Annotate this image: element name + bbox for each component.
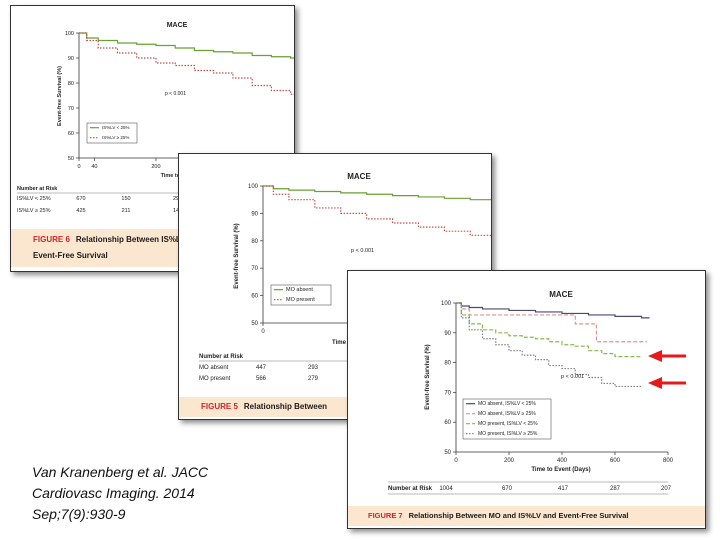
- y-axis-label: Event-free Survival (%): [57, 66, 63, 126]
- x-tick-label: 600: [610, 458, 621, 464]
- risk-table-value: 417: [558, 486, 569, 492]
- risk-table-row-label: MO absent: [199, 365, 229, 371]
- risk-table-value: 670: [502, 486, 513, 492]
- risk-table-value: 207: [661, 486, 672, 492]
- p-value-label: p < 0.001: [561, 374, 584, 380]
- risk-table-value: 150: [121, 196, 130, 202]
- y-tick-label: 90: [251, 211, 258, 217]
- figure-7-chart: MACE 100 90 80 70 60 500 200 400 600 800 Event-free…: [388, 290, 674, 495]
- chart-title: MACE: [549, 290, 573, 299]
- y-axis-label: Event-free Survival (%): [234, 223, 240, 288]
- risk-table-value: 29: [173, 196, 179, 202]
- x-axis-label: Time to Event (Days): [531, 467, 590, 473]
- citation-line-1: Van Kranenberg et al. JACC: [32, 464, 209, 480]
- series-line-1: [263, 185, 491, 201]
- legend-entry: IS%LV < 25%: [102, 125, 130, 130]
- figure-7-panel: MACE 100 90 80 70 60 50 0 200 400 600 800 Event-free…: [347, 270, 706, 529]
- figure-6-caption: FIGURE 6 Relationship Between IS%LV and: [33, 235, 202, 244]
- risk-table-row-label: IS%LV < 25%: [17, 196, 51, 202]
- legend-entry: MO absent, IS%LV ≥ 25%: [478, 411, 536, 417]
- risk-table-value: 1004: [439, 486, 453, 492]
- legend-entry: MO present, IS%LV ≥ 25%: [478, 431, 538, 437]
- series-line-2: [79, 32, 294, 95]
- risk-table-value: 279: [308, 376, 319, 382]
- risk-table-value: 211: [122, 208, 131, 214]
- y-tick-label: 100: [65, 31, 74, 37]
- chart-title: MACE: [167, 22, 188, 29]
- y-tick-label: 50: [68, 156, 74, 162]
- risk-table-value: 293: [308, 365, 319, 371]
- risk-table-row-label: IS%LV ≥ 25%: [17, 208, 51, 214]
- chart-title: MACE: [347, 172, 371, 181]
- series-line-2: [456, 302, 647, 343]
- figure-6-caption-text: Relationship Between IS%LV and: [75, 235, 202, 244]
- y-tick-label: 60: [444, 420, 451, 426]
- series-line-4: [456, 302, 642, 388]
- x-tick-label: 0: [261, 329, 265, 335]
- series-line-2: [263, 185, 491, 236]
- y-tick-label: 80: [251, 239, 258, 245]
- y-tick-label: 80: [444, 361, 451, 367]
- risk-table-value: 14: [173, 208, 179, 214]
- citation-line-3: Sep;7(9):930-9: [32, 506, 126, 522]
- y-tick-label: 50: [251, 321, 258, 327]
- x-tick-label: 200: [504, 458, 515, 464]
- risk-table-row-label: MO present: [199, 376, 231, 382]
- figure-7-caption-bar: [348, 506, 705, 526]
- y-tick-label: 90: [444, 331, 451, 337]
- x-tick-label: 200: [151, 164, 160, 170]
- x-tick-label: 800: [663, 458, 674, 464]
- x-tick-label: 40: [91, 164, 97, 170]
- p-value-label: p < 0.001: [165, 91, 186, 97]
- y-tick-label: 100: [248, 184, 259, 190]
- x-axis-label: Time: [332, 340, 347, 346]
- citation-line-2: Cardiovasc Imaging. 2014: [32, 485, 195, 501]
- x-tick-label: 0: [454, 458, 458, 464]
- risk-table-header: Number at Risk: [388, 486, 433, 492]
- risk-table-value: 566: [256, 376, 267, 382]
- y-tick-label: 100: [441, 301, 452, 307]
- legend-entry: MO absent: [286, 287, 313, 293]
- y-tick-label: 80: [68, 81, 74, 87]
- citation: Van Kranenberg et al. JACC Cardiovasc Im…: [32, 462, 208, 525]
- figure-7-caption-text: Relationship Between MO and IS%LV and Ev…: [408, 511, 629, 520]
- y-tick-label: 70: [444, 390, 451, 396]
- risk-table-value: 287: [610, 486, 621, 492]
- legend-entry: MO absent, IS%LV < 25%: [478, 401, 536, 407]
- series-line-1: [79, 32, 294, 59]
- risk-table-header: Number at Risk: [199, 354, 244, 360]
- legend-entry: MO present, IS%LV < 25%: [478, 421, 538, 427]
- figure-5-caption-text: Relationship Between: [243, 402, 328, 411]
- legend-entry: MO present: [286, 297, 315, 303]
- series-line-3: [456, 302, 642, 358]
- risk-table-value: 670: [76, 196, 85, 202]
- x-axis-label: Time to Eve: [161, 173, 192, 179]
- risk-table-header: Number at Risk: [17, 186, 58, 192]
- legend-entry: IS%LV ≥ 25%: [102, 135, 129, 140]
- y-tick-label: 70: [68, 106, 74, 112]
- figure-5-label: FIGURE 5: [201, 402, 238, 411]
- y-tick-label: 60: [68, 131, 74, 137]
- y-tick-label: 50: [444, 450, 451, 456]
- legend-box: [270, 284, 332, 306]
- figure-6-label: FIGURE 6: [33, 235, 70, 244]
- figure-6-caption-line2: Event-Free Survival: [33, 251, 108, 260]
- y-tick-label: 70: [251, 266, 258, 272]
- figure-5-caption: FIGURE 5 Relationship Between: [201, 402, 327, 411]
- x-tick-label: 400: [557, 458, 568, 464]
- legend-box: [86, 122, 138, 144]
- risk-table-value: 447: [256, 365, 267, 371]
- p-value-label: p < 0.001: [351, 248, 374, 254]
- legend-box: [462, 398, 552, 440]
- figure-7-label: FIGURE 7: [368, 511, 403, 520]
- risk-table-value: 425: [76, 208, 85, 214]
- y-axis-label: Event-free Survival (%): [425, 344, 431, 409]
- y-tick-label: 90: [68, 56, 74, 62]
- y-tick-label: 60: [251, 294, 258, 300]
- series-line-1: [456, 302, 650, 319]
- figure-7-caption: FIGURE 7 Relationship Between MO and IS%L…: [368, 511, 629, 520]
- x-tick-label: 0: [77, 164, 80, 170]
